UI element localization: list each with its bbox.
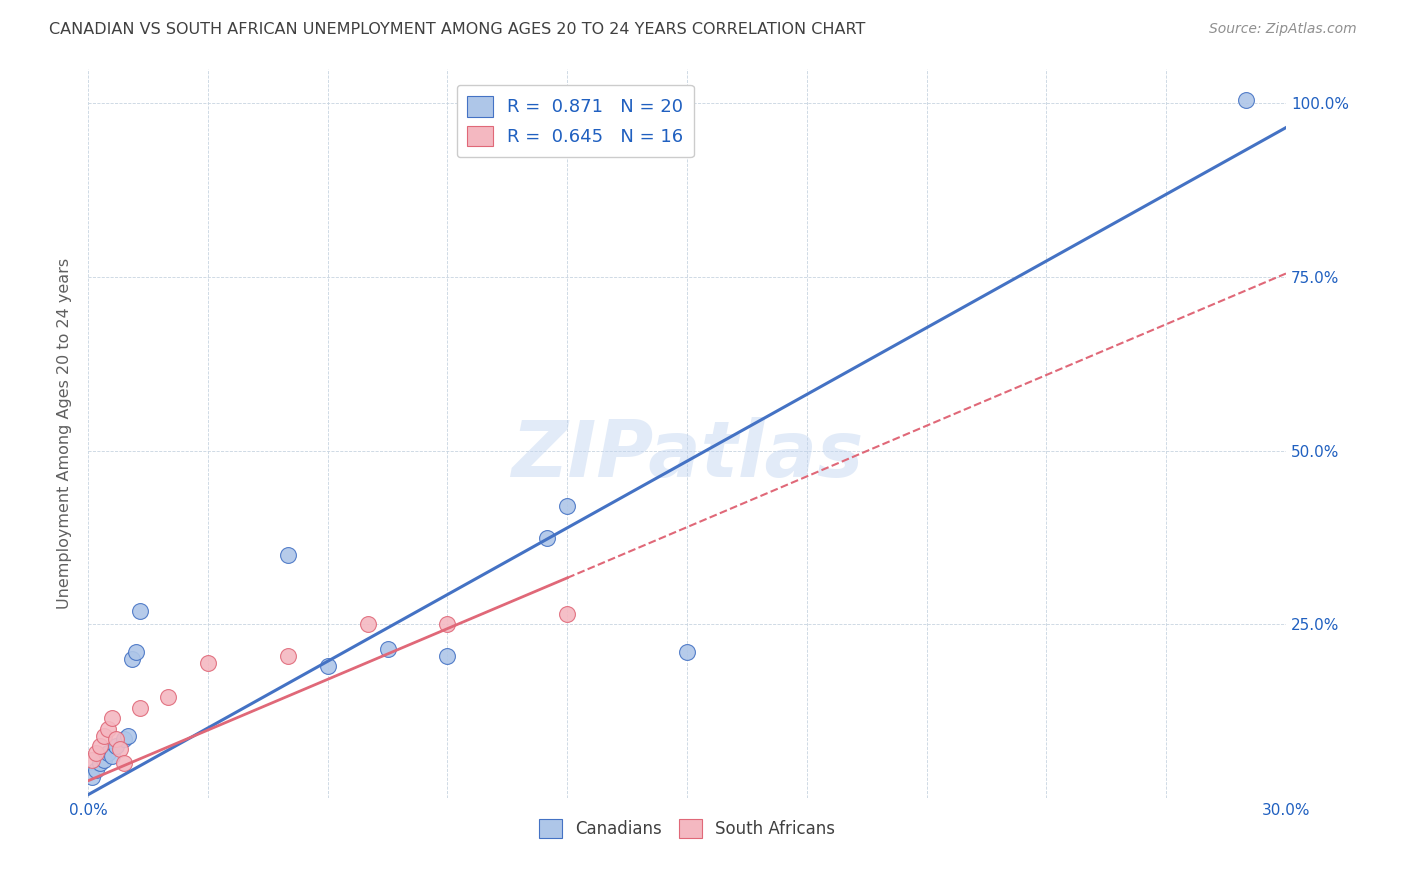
- Point: [97, 746, 120, 760]
- Point: [121, 652, 143, 666]
- Point: [84, 764, 107, 778]
- Point: [277, 648, 299, 663]
- Point: [156, 690, 179, 705]
- Point: [101, 749, 124, 764]
- Point: [105, 739, 128, 753]
- Y-axis label: Unemployment Among Ages 20 to 24 years: Unemployment Among Ages 20 to 24 years: [58, 258, 72, 609]
- Point: [93, 753, 115, 767]
- Point: [89, 739, 111, 753]
- Point: [316, 659, 339, 673]
- Point: [112, 756, 135, 771]
- Point: [105, 732, 128, 747]
- Point: [93, 729, 115, 743]
- Point: [125, 645, 148, 659]
- Point: [129, 603, 152, 617]
- Point: [356, 617, 378, 632]
- Point: [555, 500, 578, 514]
- Point: [97, 722, 120, 736]
- Point: [555, 607, 578, 621]
- Text: Source: ZipAtlas.com: Source: ZipAtlas.com: [1209, 22, 1357, 37]
- Point: [108, 742, 131, 756]
- Point: [117, 729, 139, 743]
- Point: [82, 753, 104, 767]
- Point: [436, 617, 458, 632]
- Point: [112, 732, 135, 747]
- Point: [82, 770, 104, 784]
- Point: [197, 656, 219, 670]
- Point: [377, 641, 399, 656]
- Point: [436, 648, 458, 663]
- Point: [89, 756, 111, 771]
- Legend: Canadians, South Africans: Canadians, South Africans: [531, 812, 842, 845]
- Point: [676, 645, 699, 659]
- Point: [129, 701, 152, 715]
- Point: [84, 746, 107, 760]
- Point: [101, 711, 124, 725]
- Point: [277, 548, 299, 562]
- Point: [1234, 93, 1257, 107]
- Text: CANADIAN VS SOUTH AFRICAN UNEMPLOYMENT AMONG AGES 20 TO 24 YEARS CORRELATION CHA: CANADIAN VS SOUTH AFRICAN UNEMPLOYMENT A…: [49, 22, 866, 37]
- Text: ZIPatlas: ZIPatlas: [510, 417, 863, 493]
- Point: [536, 531, 558, 545]
